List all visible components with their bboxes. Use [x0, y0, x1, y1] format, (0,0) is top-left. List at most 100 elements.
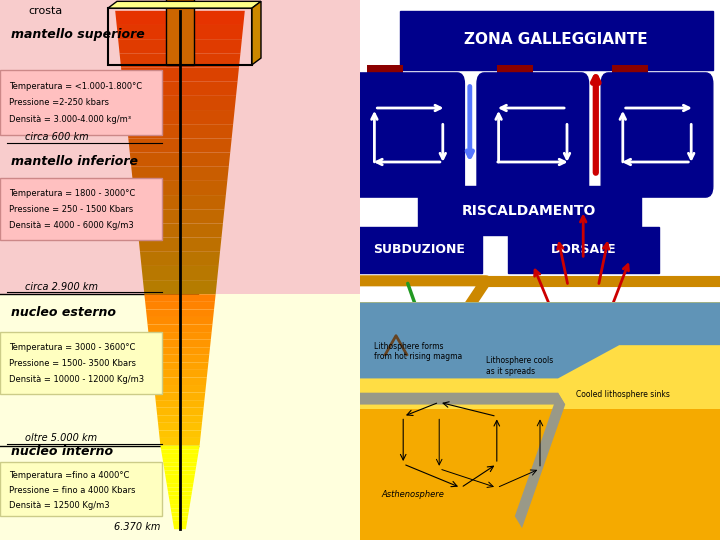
- Polygon shape: [160, 438, 200, 446]
- Text: Temperatura =fino a 4000°C: Temperatura =fino a 4000°C: [9, 471, 130, 480]
- Bar: [360, 532, 720, 537]
- Polygon shape: [150, 355, 210, 362]
- Bar: [360, 531, 720, 536]
- Polygon shape: [130, 152, 230, 167]
- Polygon shape: [134, 195, 226, 209]
- Bar: [360, 535, 720, 539]
- Bar: [360, 535, 720, 539]
- Polygon shape: [121, 68, 239, 82]
- Bar: [360, 533, 720, 537]
- Text: Temperatura = 3000 - 3600°C: Temperatura = 3000 - 3600°C: [9, 343, 135, 352]
- Text: Pressione = 250 - 1500 Kbars: Pressione = 250 - 1500 Kbars: [9, 205, 133, 214]
- Bar: [360, 534, 720, 538]
- FancyBboxPatch shape: [0, 332, 162, 394]
- Polygon shape: [137, 224, 223, 238]
- FancyBboxPatch shape: [353, 73, 464, 197]
- Polygon shape: [515, 393, 565, 528]
- Bar: [360, 534, 720, 538]
- Polygon shape: [155, 393, 205, 400]
- Bar: [360, 534, 720, 539]
- Polygon shape: [156, 408, 204, 415]
- Bar: [0, 294, 360, 540]
- Bar: [360, 532, 720, 537]
- Polygon shape: [174, 525, 186, 529]
- FancyBboxPatch shape: [477, 73, 589, 197]
- Bar: [166, 0, 194, 65]
- Polygon shape: [154, 385, 206, 393]
- Bar: [360, 535, 720, 540]
- Polygon shape: [115, 11, 245, 25]
- Bar: [360, 534, 720, 539]
- Bar: [360, 532, 720, 537]
- Text: nucleo esterno: nucleo esterno: [11, 306, 116, 319]
- Polygon shape: [152, 362, 208, 370]
- Polygon shape: [360, 302, 720, 379]
- Text: oltre 5.000 km: oltre 5.000 km: [25, 433, 97, 443]
- Polygon shape: [164, 470, 196, 475]
- Bar: [360, 532, 720, 536]
- Text: SUBDUZIONE: SUBDUZIONE: [374, 243, 465, 256]
- Polygon shape: [153, 370, 207, 377]
- Polygon shape: [164, 467, 196, 470]
- Text: Pressione = 1500- 3500 Kbars: Pressione = 1500- 3500 Kbars: [9, 359, 136, 368]
- Polygon shape: [162, 454, 198, 458]
- Polygon shape: [167, 487, 193, 491]
- Polygon shape: [166, 483, 194, 487]
- Polygon shape: [169, 500, 191, 504]
- Bar: [360, 531, 720, 536]
- Polygon shape: [171, 508, 189, 512]
- Text: Asthenosphere: Asthenosphere: [382, 490, 444, 500]
- Bar: [360, 532, 720, 536]
- Polygon shape: [149, 340, 211, 347]
- Bar: [360, 532, 720, 537]
- Bar: [360, 532, 720, 537]
- Bar: [497, 65, 533, 78]
- FancyBboxPatch shape: [601, 73, 713, 197]
- Bar: [360, 531, 720, 536]
- Bar: [360, 535, 720, 539]
- Text: Pressione = fino a 4000 Kbars: Pressione = fino a 4000 Kbars: [9, 486, 135, 495]
- Polygon shape: [125, 110, 235, 124]
- Text: ZONA GALLEGGIANTE: ZONA GALLEGGIANTE: [464, 32, 648, 48]
- Bar: [360, 532, 720, 537]
- Bar: [360, 532, 720, 537]
- Text: circa 2.900 km: circa 2.900 km: [25, 282, 98, 292]
- Polygon shape: [161, 450, 199, 454]
- Polygon shape: [252, 2, 261, 65]
- Bar: [360, 534, 720, 539]
- Bar: [360, 535, 720, 540]
- Polygon shape: [173, 521, 187, 525]
- FancyBboxPatch shape: [400, 11, 713, 70]
- Text: RISCALDAMENTO: RISCALDAMENTO: [462, 204, 596, 218]
- Bar: [360, 535, 720, 539]
- Polygon shape: [138, 238, 222, 252]
- Polygon shape: [157, 415, 203, 423]
- Polygon shape: [163, 458, 197, 462]
- Polygon shape: [153, 377, 207, 385]
- Polygon shape: [158, 423, 202, 430]
- Bar: [108, 8, 252, 65]
- Text: 6.370 km: 6.370 km: [114, 522, 160, 532]
- Polygon shape: [108, 2, 261, 8]
- Text: Pressione =2-250 kbars: Pressione =2-250 kbars: [9, 98, 109, 107]
- Polygon shape: [148, 325, 212, 332]
- Bar: [360, 531, 720, 536]
- Polygon shape: [150, 347, 210, 355]
- Polygon shape: [127, 124, 233, 138]
- Text: nucleo interno: nucleo interno: [11, 444, 113, 458]
- Text: Densità = 10000 - 12000 Kg/m3: Densità = 10000 - 12000 Kg/m3: [9, 375, 144, 384]
- Bar: [360, 531, 720, 536]
- Text: mantello inferiore: mantello inferiore: [11, 154, 138, 168]
- Bar: [360, 531, 720, 536]
- Bar: [360, 532, 720, 537]
- FancyBboxPatch shape: [508, 227, 659, 273]
- Bar: [360, 533, 720, 538]
- Bar: [360, 531, 720, 536]
- Polygon shape: [140, 252, 220, 266]
- Polygon shape: [143, 280, 217, 294]
- Polygon shape: [171, 512, 189, 517]
- Polygon shape: [145, 294, 216, 302]
- Polygon shape: [118, 39, 242, 53]
- Bar: [360, 535, 720, 539]
- Text: circa 600 km: circa 600 km: [25, 132, 89, 143]
